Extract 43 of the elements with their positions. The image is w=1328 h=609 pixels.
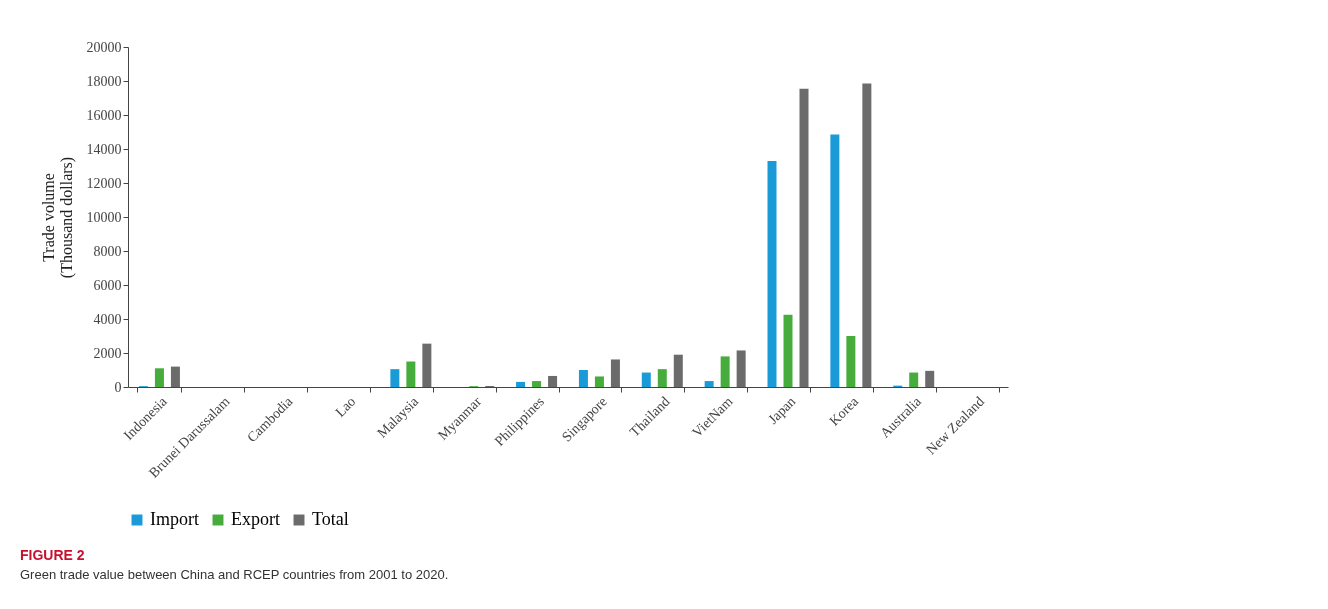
y-tick-label: 8000: [93, 243, 122, 259]
y-axis-title: Trade volume (Thousand dollars): [39, 156, 76, 279]
bar: [657, 369, 667, 387]
bar: [799, 88, 809, 387]
bar: [406, 361, 416, 387]
bar: [390, 369, 400, 387]
bar: [594, 376, 604, 387]
bar: [704, 381, 714, 387]
bar: [909, 372, 919, 387]
bar: [548, 375, 558, 387]
y-tick-label: 18000: [86, 73, 122, 89]
y-tick-label: 12000: [86, 175, 122, 191]
y-tick-label: 14000: [86, 141, 122, 157]
bar: [846, 336, 856, 387]
bar: [783, 314, 793, 387]
legend-label: Total: [312, 509, 349, 529]
bar: [578, 370, 588, 387]
bar: [170, 366, 180, 387]
y-tick-label: 16000: [86, 107, 122, 123]
legend-label: Export: [231, 509, 280, 529]
bar: [610, 359, 620, 387]
bar: [154, 368, 164, 387]
bar: [736, 350, 746, 387]
y-tick-label: 10000: [86, 209, 122, 225]
y-tick-label: 20000: [86, 39, 122, 55]
y-tick-label: 4000: [93, 311, 122, 327]
bar: [516, 381, 526, 387]
y-tick-label: 2000: [93, 345, 122, 361]
bar: [767, 160, 777, 387]
bar: [830, 134, 840, 387]
text: Green trade value between China and RCEP countries from 2001 to 2020.: [20, 567, 449, 582]
legend-label: Import: [150, 509, 199, 529]
bar: [532, 381, 542, 387]
bar: [673, 354, 683, 387]
y-tick-label: 0: [114, 379, 122, 395]
x-tick-label: Lao: [332, 393, 359, 420]
bar: [641, 372, 651, 387]
y-tick-label: 6000: [93, 277, 122, 293]
bar: [422, 343, 432, 387]
bar: [720, 356, 730, 387]
bar: [925, 370, 935, 387]
text: FIGURE 2: [20, 547, 85, 563]
bar: [862, 83, 872, 387]
